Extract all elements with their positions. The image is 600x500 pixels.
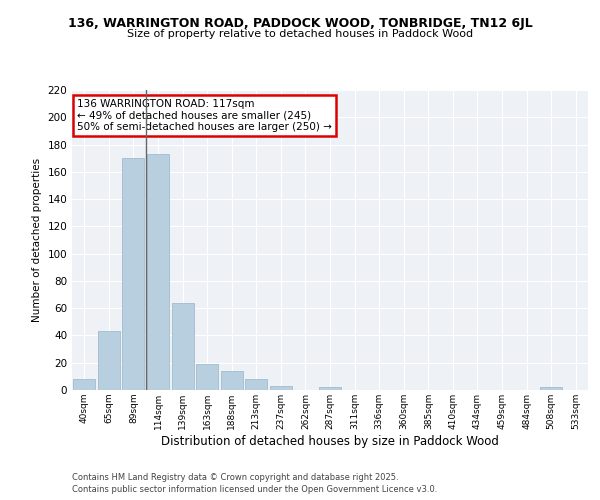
Bar [122, 158, 145, 390]
Text: 136 WARRINGTON ROAD: 117sqm
← 49% of detached houses are smaller (245)
50% of se: 136 WARRINGTON ROAD: 117sqm ← 49% of det… [77, 99, 332, 132]
Bar [319, 388, 341, 390]
Text: Size of property relative to detached houses in Paddock Wood: Size of property relative to detached ho… [127, 29, 473, 39]
Text: Contains public sector information licensed under the Open Government Licence v3: Contains public sector information licen… [72, 485, 437, 494]
Bar [98, 332, 120, 390]
Y-axis label: Number of detached properties: Number of detached properties [32, 158, 42, 322]
Bar [196, 364, 218, 390]
Bar [221, 371, 243, 390]
Bar [147, 154, 169, 390]
Text: Contains HM Land Registry data © Crown copyright and database right 2025.: Contains HM Land Registry data © Crown c… [72, 472, 398, 482]
Bar [73, 379, 95, 390]
Bar [540, 388, 562, 390]
Bar [270, 386, 292, 390]
Bar [245, 379, 268, 390]
Bar [172, 302, 194, 390]
X-axis label: Distribution of detached houses by size in Paddock Wood: Distribution of detached houses by size … [161, 434, 499, 448]
Text: 136, WARRINGTON ROAD, PADDOCK WOOD, TONBRIDGE, TN12 6JL: 136, WARRINGTON ROAD, PADDOCK WOOD, TONB… [68, 18, 532, 30]
